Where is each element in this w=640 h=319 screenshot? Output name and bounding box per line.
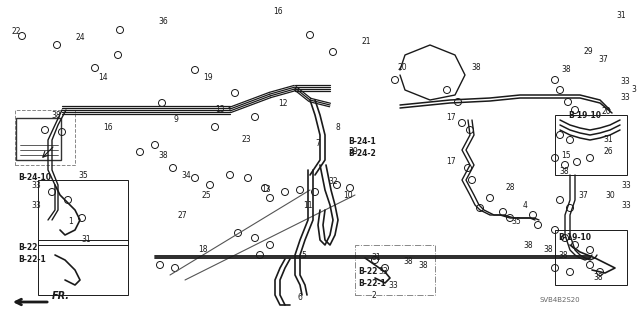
Text: 27: 27 [178, 211, 188, 219]
Text: 21: 21 [361, 38, 371, 47]
Text: 33: 33 [31, 201, 41, 210]
Text: 13: 13 [261, 186, 271, 195]
Text: 23: 23 [241, 136, 251, 145]
Text: 35: 35 [511, 218, 521, 226]
Text: 6: 6 [298, 293, 303, 302]
Text: 34: 34 [181, 170, 191, 180]
Bar [15, 110, 75, 165]
Bar [355, 245, 435, 295]
Text: 33: 33 [620, 93, 630, 102]
Text: 7: 7 [315, 138, 320, 147]
Text: SVB4B2S20: SVB4B2S20 [540, 297, 580, 303]
Text: 38: 38 [158, 151, 168, 160]
Text: 29: 29 [583, 48, 593, 56]
Text: 20: 20 [398, 63, 408, 72]
Text: 17: 17 [446, 158, 456, 167]
Bar [555, 115, 627, 175]
Text: 9: 9 [173, 115, 178, 124]
Text: 35: 35 [78, 170, 88, 180]
Text: 39: 39 [348, 147, 358, 157]
Text: 13: 13 [215, 106, 225, 115]
Text: 17: 17 [446, 114, 456, 122]
Text: 20: 20 [601, 108, 611, 116]
Text: 38: 38 [561, 65, 571, 75]
Text: 26: 26 [603, 147, 612, 157]
Text: 8: 8 [336, 123, 340, 132]
Text: 11: 11 [303, 201, 312, 210]
Text: 22: 22 [11, 27, 20, 36]
Bar [38, 240, 128, 295]
Text: 33: 33 [621, 201, 631, 210]
Text: FR.: FR. [52, 291, 70, 301]
Text: 3: 3 [631, 85, 636, 94]
Text: 38: 38 [558, 250, 568, 259]
Text: B-19-10: B-19-10 [558, 234, 591, 242]
Text: 18: 18 [198, 246, 207, 255]
Text: 28: 28 [506, 183, 515, 192]
Text: 31: 31 [81, 235, 91, 244]
Text: 31: 31 [371, 254, 381, 263]
Text: 38: 38 [543, 246, 552, 255]
Text: 24: 24 [75, 33, 84, 42]
Text: 25: 25 [201, 190, 211, 199]
Text: 33: 33 [388, 280, 397, 290]
Text: 38: 38 [403, 257, 413, 266]
Bar [555, 230, 627, 285]
Text: 15: 15 [561, 151, 571, 160]
Text: 32: 32 [328, 177, 338, 187]
Text: 12: 12 [278, 99, 287, 108]
Text: 14: 14 [98, 73, 108, 83]
Text: 38: 38 [471, 63, 481, 72]
Text: B-22-1: B-22-1 [358, 278, 386, 287]
Text: 38: 38 [51, 110, 61, 120]
Text: B-22-1: B-22-1 [18, 256, 45, 264]
Text: 36: 36 [158, 18, 168, 26]
Text: 37: 37 [598, 56, 608, 64]
Text: 33: 33 [31, 181, 41, 189]
Text: 4: 4 [523, 201, 528, 210]
Text: 30: 30 [605, 190, 615, 199]
Text: 31: 31 [616, 11, 626, 19]
Text: B-24-2: B-24-2 [348, 149, 376, 158]
Text: 38: 38 [523, 241, 532, 249]
Text: 37: 37 [578, 190, 588, 199]
Text: 33: 33 [621, 181, 631, 189]
Text: 38: 38 [593, 273, 603, 283]
Text: B-22: B-22 [358, 268, 378, 277]
Text: 5: 5 [301, 250, 306, 259]
Text: 19: 19 [203, 72, 212, 81]
Text: 1: 1 [68, 218, 73, 226]
Text: 33: 33 [378, 268, 388, 277]
Bar [16, 118, 61, 160]
Text: 31: 31 [603, 136, 612, 145]
Text: 33: 33 [620, 78, 630, 86]
Text: 38: 38 [559, 167, 568, 176]
Text: B-19-10: B-19-10 [568, 110, 601, 120]
Bar [38, 180, 128, 245]
Text: B-24-10: B-24-10 [18, 174, 51, 182]
Text: 2: 2 [371, 291, 376, 300]
Text: 38: 38 [418, 261, 428, 270]
Text: 16: 16 [103, 123, 113, 132]
Text: 10: 10 [343, 190, 353, 199]
Text: B-24-1: B-24-1 [348, 137, 376, 146]
Text: 16: 16 [273, 8, 283, 17]
Text: B-22: B-22 [18, 243, 37, 253]
